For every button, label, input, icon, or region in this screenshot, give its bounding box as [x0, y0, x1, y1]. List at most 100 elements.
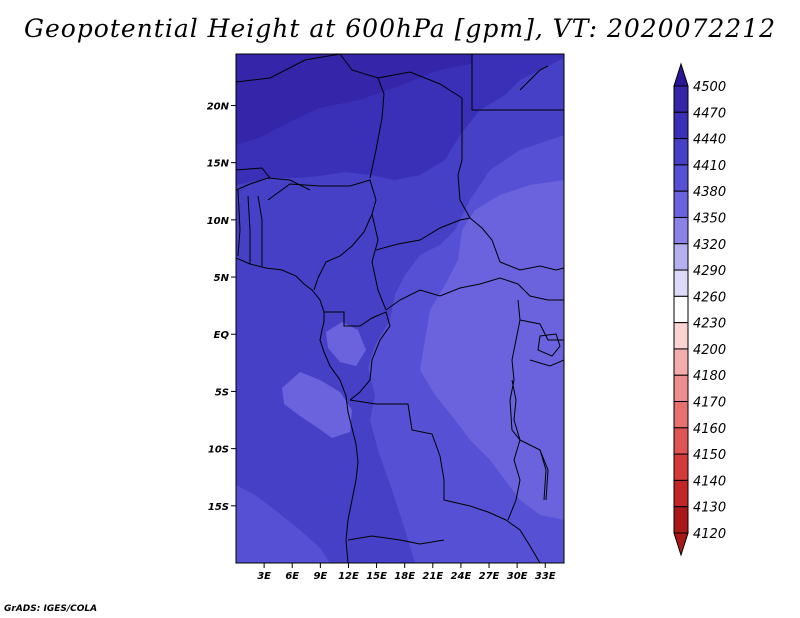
lat-tick-label: EQ [214, 330, 230, 341]
colorbar-segment [673, 348, 689, 376]
border-libya-chad [377, 71, 463, 99]
field-band-4470 [236, 54, 472, 145]
colorbar-segment [673, 506, 689, 534]
colorbar-label: 4160 [693, 422, 726, 437]
colorbar-segment [673, 216, 689, 245]
lake-victoria [537, 333, 561, 357]
colorbar-label: 4440 [693, 133, 726, 148]
colorbar-label: 4200 [693, 343, 726, 358]
colorbar-segment [673, 243, 689, 271]
colorbar-label: 4140 [693, 474, 726, 489]
colorbar-label: 4260 [693, 290, 726, 305]
colorbar-segment [673, 374, 689, 403]
coastline-west-africa [236, 257, 359, 563]
colorbar-arrow-bottom [673, 532, 689, 557]
border-egypt-sudan [471, 54, 564, 111]
colorbar-label: 4170 [693, 396, 726, 411]
colorbar-segment [673, 427, 689, 455]
colorbar-label: 4470 [693, 106, 726, 121]
border-uganda-kenya [519, 319, 564, 341]
colorbar-label: 4130 [693, 501, 726, 516]
lon-tick-label: 24E [451, 571, 472, 582]
lon-tick-label: 18E [394, 571, 415, 582]
border-angola-zambia [439, 455, 507, 521]
field-band-4380-sw [236, 485, 330, 563]
border-car-south [385, 277, 519, 311]
colorbar-segment [673, 401, 689, 429]
lake-tanganyika [511, 379, 521, 441]
lon-tick-label: 3E [257, 571, 271, 582]
colorbar: 4500 4470 4440 4410 4380 4350 4320 4290 4260 4230… [673, 62, 726, 557]
field-band-4440-north [236, 54, 564, 185]
colorbar-arrow-top [673, 62, 689, 87]
colorbar-segment [673, 85, 689, 113]
lon-tick-label: 12E [338, 571, 359, 582]
field-patch-4350-coast [282, 372, 352, 438]
colorbar-label: 4120 [693, 527, 726, 542]
lon-tick-label: 15E [366, 571, 387, 582]
border-congo [349, 339, 381, 401]
colorbar-segment [673, 479, 689, 508]
colorbar-segment [673, 190, 689, 218]
colorbar-segment [673, 453, 689, 481]
coastline-ne-fragment [519, 65, 549, 91]
lon-tick-label: 6E [285, 571, 299, 582]
border-gabon [324, 311, 391, 341]
colorbar-segment [673, 322, 689, 350]
colorbar-label: 4150 [693, 448, 726, 463]
field-band-4350-east [420, 180, 564, 520]
lat-tick-label: 15S [208, 502, 229, 513]
border-mali-niger [236, 167, 271, 179]
border-zimbabwe [505, 519, 541, 563]
colorbar-label: 4290 [693, 264, 726, 279]
border-algeria-niger [236, 54, 341, 83]
colorbar-segment [673, 138, 689, 166]
height-field [236, 54, 564, 563]
border-car-north [375, 217, 471, 251]
border-cameroon-car [371, 213, 387, 311]
lat-tick-label: 15N [207, 159, 230, 170]
lat-tick-label: 5N [214, 273, 230, 284]
colorbar-segment [673, 164, 689, 192]
colorbar-label: 4350 [693, 211, 726, 226]
lon-tick-label: 27E [479, 571, 500, 582]
border-sudan-south [499, 261, 564, 271]
border-nigeria-cameroon [313, 213, 373, 291]
border-niger-libya [339, 54, 385, 179]
lat-axis: 20N 15N 10N 5N EQ 5S 10S 15S [207, 101, 236, 513]
lat-tick-label: 5S [215, 387, 229, 398]
border-drc-east [507, 299, 521, 521]
field-patch-4350-gabon [326, 322, 366, 366]
border-south-sudan [517, 283, 564, 301]
lon-tick-label: 9E [313, 571, 327, 582]
map-frame [235, 53, 565, 564]
page-title: Geopotential Height at 600hPa [gpm], VT:… [23, 14, 777, 43]
border-benin [257, 195, 263, 266]
lat-tick-label: 20N [207, 101, 230, 112]
lat-tick-label: 10S [208, 445, 229, 456]
colorbar-label: 4380 [693, 185, 726, 200]
colorbar-label: 4180 [693, 369, 726, 384]
colorbar-label: 4230 [693, 317, 726, 332]
lon-tick-label: 21E [422, 571, 443, 582]
boundaries [236, 54, 564, 563]
colorbar-segment [673, 269, 689, 297]
border-togo [247, 195, 251, 264]
colorbar-label: 4410 [693, 159, 726, 174]
colorbar-label: 4320 [693, 238, 726, 253]
lon-axis: 3E 6E 9E 12E 15E 18E 21E 24E 27E 30E 33E [257, 563, 556, 582]
lat-tick-label: 10N [207, 216, 230, 227]
border-drc-west [349, 399, 441, 457]
colorbar-segment [673, 111, 689, 140]
colorbar-label: 4500 [693, 80, 726, 95]
lake-malawi [539, 449, 547, 501]
lon-tick-label: 33E [535, 571, 556, 582]
border-zambia-malawi [519, 439, 549, 501]
border-burkina [236, 177, 311, 191]
lon-tick-label: 30E [507, 571, 528, 582]
footer-credit: GrADS: IGES/COLA [4, 604, 98, 614]
border-ghana [237, 189, 241, 257]
border-tanzania [529, 359, 564, 367]
border-niger-nigeria [267, 179, 377, 215]
